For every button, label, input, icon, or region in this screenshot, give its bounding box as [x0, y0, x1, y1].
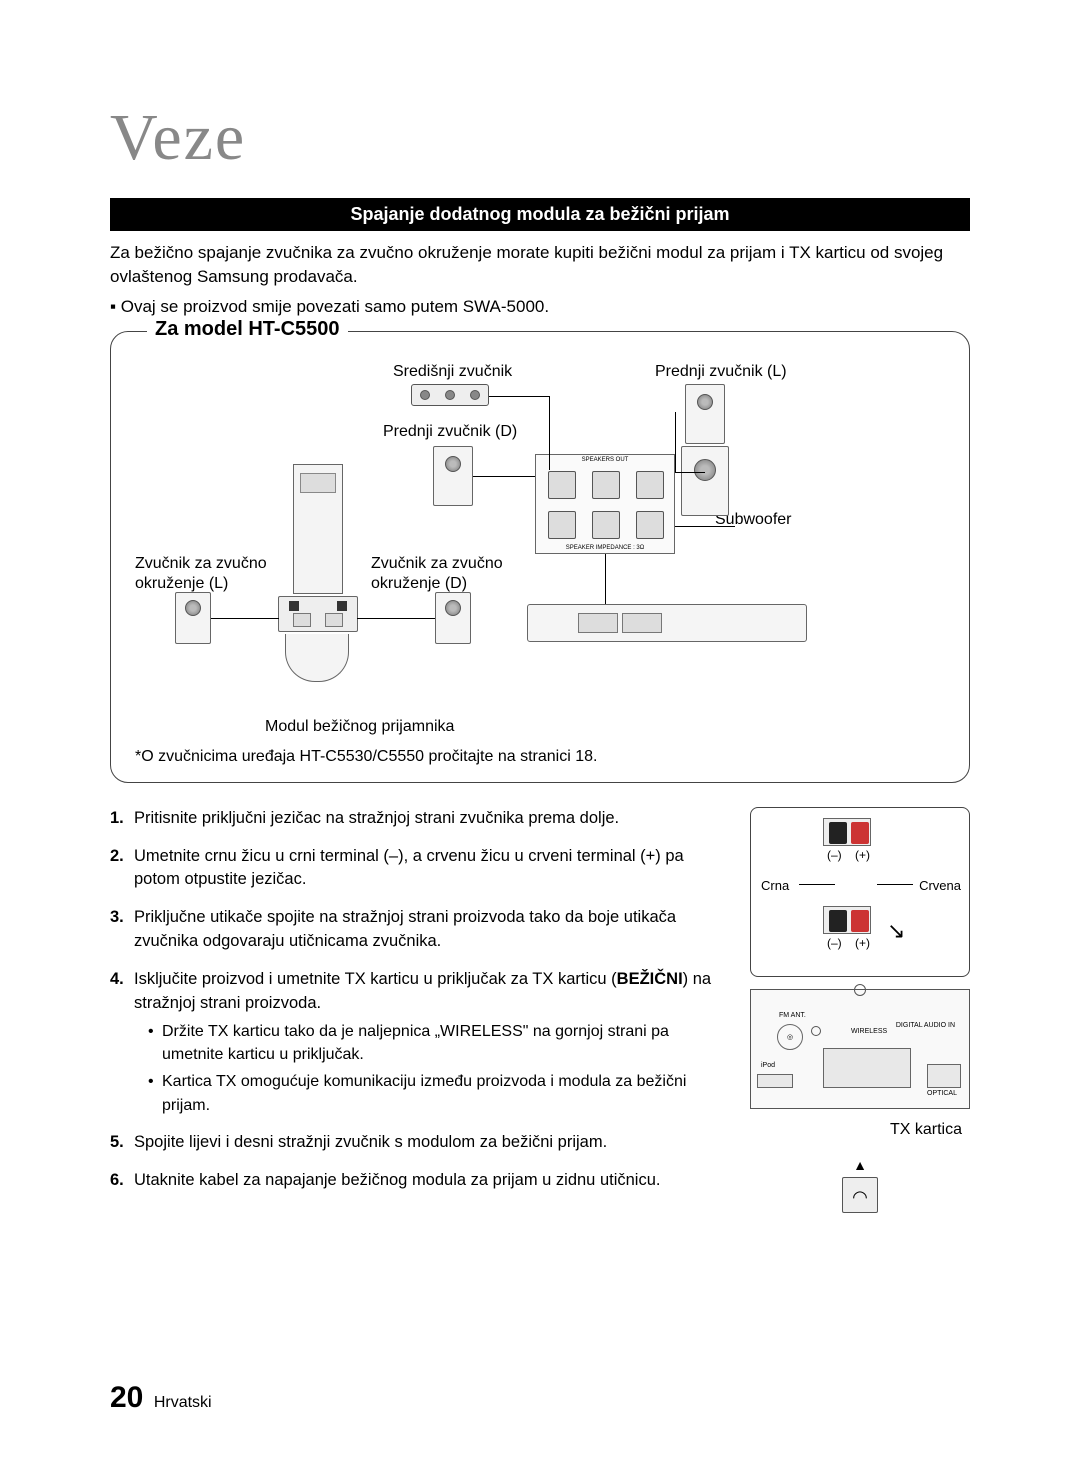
up-arrow-icon: ▲ — [853, 1157, 867, 1173]
back-panel-icon: SPEAKER IMPEDANCE : 3Ω — [535, 454, 675, 554]
label-receiver-module: Modul bežičnog prijamnika — [265, 718, 945, 736]
surround-l-icon — [175, 592, 211, 644]
front-l-speaker-icon — [685, 384, 725, 444]
label-front-l: Prednji zvučnik (L) — [655, 362, 787, 382]
wiring-diagram: Središnji zvučnik Prednji zvučnik (L) Pr… — [135, 352, 945, 712]
model-legend: Za model HT-C5500 — [147, 318, 348, 341]
label-crvena: Crvena — [919, 878, 961, 893]
step-4-sub-2: Kartica TX omogućuje komunikaciju između… — [148, 1070, 732, 1116]
step-1: 1.Pritisnite priključni jezičac na straž… — [110, 807, 732, 831]
step-4-sub-1: Držite TX karticu tako da je naljepnica … — [148, 1020, 732, 1066]
page-language: Hrvatski — [154, 1394, 212, 1411]
step-4: 4. Isključite proizvod i umetnite TX kar… — [110, 968, 732, 1117]
device-rear-figure: FM ANT. ◎ WIRELESS DIGITAL AUDIO IN iPod… — [750, 989, 970, 1109]
tx-card-figure: ▲ ◠ — [838, 1157, 882, 1213]
surround-d-icon — [435, 592, 471, 644]
page-number: 20 — [110, 1381, 143, 1414]
receiver-stand-icon — [285, 634, 349, 682]
step-5: 5.Spojite lijevi i desni stražnji zvučni… — [110, 1131, 732, 1155]
label-crna: Crna — [761, 878, 789, 893]
subwoofer-icon — [681, 446, 729, 516]
step-2: 2.Umetnite crnu žicu u crni terminal (–)… — [110, 845, 732, 893]
main-unit-icon — [527, 604, 807, 642]
receiver-base-icon — [278, 596, 358, 632]
steps-list: 1.Pritisnite priključni jezičac na straž… — [110, 807, 732, 1213]
section-heading: Spajanje dodatnog modula za bežični prij… — [110, 198, 970, 231]
page-footer: 20 Hrvatski — [110, 1381, 212, 1415]
label-center-speaker: Središnji zvučnik — [393, 362, 512, 382]
label-surround-d: Zvučnik za zvučno okruženje (D) — [371, 554, 521, 594]
model-diagram-box: Za model HT-C5500 Središnji zvučnik Pred… — [110, 331, 970, 783]
receiver-body-icon — [293, 464, 343, 594]
intro-text: Za bežično spajanje zvučnika za zvučno o… — [110, 241, 970, 289]
label-surround-l: Zvučnik za zvučno okruženje (L) — [135, 554, 285, 594]
center-speaker-icon — [411, 384, 489, 406]
compat-note: ▪ Ovaj se proizvod smije povezati samo p… — [110, 297, 970, 317]
diagram-note: *O zvučnicima uređaja HT-C5530/C5550 pro… — [135, 748, 945, 766]
terminal-figure: (–) (+) Crna Crvena ↘ (–) (+) — [750, 807, 970, 977]
step-6: 6.Utaknite kabel za napajanje bežičnog m… — [110, 1169, 732, 1193]
front-r-speaker-icon — [433, 446, 473, 506]
tx-card-label: TX kartica — [890, 1121, 962, 1139]
page-title: Veze — [110, 100, 970, 176]
step-3: 3.Priključne utikače spojite na stražnjo… — [110, 906, 732, 954]
label-front-r: Prednji zvučnik (D) — [383, 422, 517, 442]
